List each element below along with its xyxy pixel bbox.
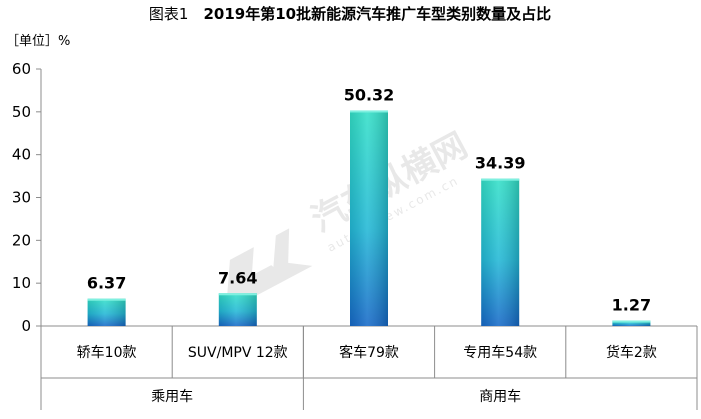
group-label: 乘用车: [151, 388, 193, 405]
category-label: 轿车10款: [77, 344, 137, 361]
labels: 乘用车 商用车 6.37 轿车10款 7.64 SUV/MPV 12款 50.32 客车79款…: [77, 85, 657, 405]
chart-title-main: 2019年第10批新能源汽车推广车型类别数量及占比: [204, 5, 552, 23]
bar-top-highlight: [218, 293, 257, 296]
bar-shading: [350, 110, 388, 326]
data-label: 7.64: [218, 268, 257, 287]
category-label: SUV/MPV 12款: [188, 345, 288, 361]
y-tick-label: 10: [12, 274, 31, 292]
category-label: 专用车54款: [463, 344, 537, 361]
bar-shading: [481, 178, 520, 326]
data-label: 50.32: [344, 85, 395, 104]
y-tick-label: 40: [12, 146, 31, 164]
group-label: 商用车: [479, 388, 521, 405]
chart-title: 图表1 2019年第10批新能源汽车推广车型类别数量及占比: [149, 4, 551, 23]
y-tick-label: 20: [12, 231, 31, 249]
axes: 0 10 20 30 40 50 60: [12, 60, 698, 410]
category-label: 客车79款: [339, 344, 399, 361]
watermark-logo-icon: [225, 228, 313, 312]
y-tick-label: 0: [21, 317, 31, 335]
y-tick-label: 30: [12, 189, 31, 207]
bar-top-highlight: [350, 110, 388, 113]
bar-shading: [87, 298, 126, 326]
bar-shading: [612, 320, 651, 326]
bar-top-highlight: [481, 178, 520, 181]
unit-label: ［单位］%: [6, 34, 70, 49]
chart-title-prefix: 图表1: [149, 5, 189, 23]
bar-shading: [218, 293, 257, 326]
bars: [87, 110, 651, 326]
data-label: 34.39: [475, 154, 526, 173]
y-tick-label: 60: [12, 60, 31, 78]
bar-top-highlight: [612, 320, 651, 323]
bar-top-highlight: [87, 298, 126, 301]
data-label: 6.37: [87, 274, 126, 293]
category-label: 货车2款: [606, 344, 657, 361]
data-label: 1.27: [612, 296, 651, 315]
y-tick-label: 50: [12, 103, 31, 121]
